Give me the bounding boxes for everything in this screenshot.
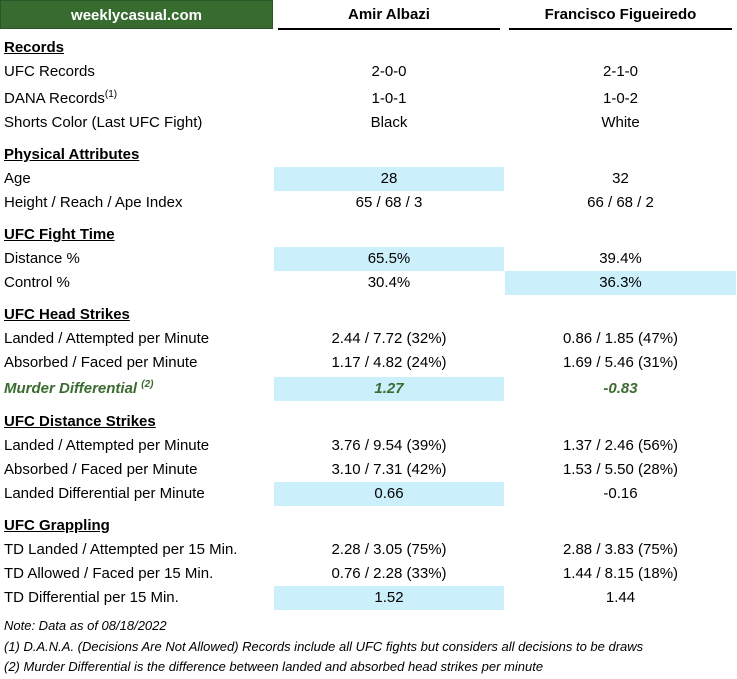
row-age: Age 28 32 <box>0 167 737 191</box>
section-title: Physical Attributes <box>4 146 140 163</box>
fighter-a-value: Black <box>370 114 408 131</box>
fighter-a-value: 3.10 / 7.31 (42%) <box>331 461 447 478</box>
fighter-b-value: 1.53 / 5.50 (28%) <box>562 461 679 478</box>
row-label: TD Allowed / Faced per 15 Min. <box>4 565 214 582</box>
fighter-a-value: 30.4% <box>367 274 411 291</box>
row-distance-absorbed: Absorbed / Faced per Minute 3.10 / 7.31 … <box>0 458 737 482</box>
fighter-a-value: 28 <box>274 167 504 191</box>
fighter-a-value: 1.17 / 4.82 (24%) <box>331 354 447 371</box>
row-distance-differential: Landed Differential per Minute 0.66 -0.1… <box>0 482 737 506</box>
fighter-a-value: 65.5% <box>274 247 504 271</box>
fighter-b-header: Francisco Figueiredo <box>544 6 697 23</box>
row-label: DANA Records(1) <box>4 87 117 111</box>
row-label: UFC Records <box>4 63 95 80</box>
section-physical: Physical Attributes <box>0 143 737 167</box>
footnote-marker: (1) <box>104 89 118 100</box>
fighter-a-value: 65 / 68 / 3 <box>355 194 423 211</box>
fighter-b-value: 1.44 <box>605 589 636 606</box>
footnote-marker: (2) <box>141 379 154 390</box>
section-title: UFC Distance Strikes <box>4 413 156 430</box>
fighter-b-value: 36.3% <box>505 271 736 295</box>
section-grappling: UFC Grappling <box>0 514 737 538</box>
fighter-b-value: 0.86 / 1.85 (47%) <box>562 330 679 347</box>
row-murder-differential: Murder Differential (2) 1.27 -0.83 <box>0 377 737 401</box>
row-label: Landed Differential per Minute <box>4 485 205 502</box>
row-label: Height / Reach / Ape Index <box>4 194 183 211</box>
fighter-a-value: 1-0-1 <box>371 90 407 107</box>
row-height-reach-ape: Height / Reach / Ape Index 65 / 68 / 3 6… <box>0 191 737 215</box>
fighter-b-value: 2-1-0 <box>602 63 639 80</box>
section-head-strikes: UFC Head Strikes <box>0 303 737 327</box>
row-ufc-records: UFC Records 2-0-0 2-1-0 <box>0 60 737 84</box>
row-label: Control % <box>4 274 70 291</box>
row-label: Absorbed / Faced per Minute <box>4 461 198 478</box>
fighter-a-value: 2.44 / 7.72 (32%) <box>331 330 447 347</box>
fighter-b-value: 1.37 / 2.46 (56%) <box>562 437 679 454</box>
fighter-a-value: 1.52 <box>274 586 504 610</box>
fighter-b-value: -0.83 <box>603 380 638 397</box>
fighter-b-value: 1.44 / 8.15 (18%) <box>562 565 679 582</box>
row-label: Shorts Color (Last UFC Fight) <box>4 114 203 131</box>
fighter-a-value: 3.76 / 9.54 (39%) <box>331 437 447 454</box>
row-head-landed: Landed / Attempted per Minute 2.44 / 7.7… <box>0 327 737 351</box>
fighter-b-value: 32 <box>612 170 629 187</box>
row-td-differential: TD Differential per 15 Min. 1.52 1.44 <box>0 586 737 610</box>
row-td-landed: TD Landed / Attempted per 15 Min. 2.28 /… <box>0 538 737 562</box>
row-shorts-color: Shorts Color (Last UFC Fight) Black Whit… <box>0 111 737 135</box>
row-label: Absorbed / Faced per Minute <box>4 354 198 371</box>
footnote-dana: (1) D.A.N.A. (Decisions Are Not Allowed)… <box>4 639 644 654</box>
section-title: UFC Fight Time <box>4 226 115 243</box>
fighter-b-value: White <box>601 114 640 131</box>
row-label: Murder Differential (2) <box>4 377 154 401</box>
fighter-b-value: 39.4% <box>599 250 642 267</box>
fighter-b-value: -0.16 <box>603 485 638 502</box>
section-title: UFC Grappling <box>4 517 110 534</box>
fighter-b-value: 66 / 68 / 2 <box>587 194 654 211</box>
section-distance-strikes: UFC Distance Strikes <box>0 410 737 434</box>
site-brand-banner: weeklycasual.com <box>0 0 273 29</box>
fighter-b-value: 1-0-2 <box>602 90 639 107</box>
section-records: Records <box>0 36 737 60</box>
row-distance-pct: Distance % 65.5% 39.4% <box>0 247 737 271</box>
fighter-a-value: 0.76 / 2.28 (33%) <box>331 565 447 582</box>
row-label: Age <box>4 170 31 187</box>
fighter-a-value: 0.66 <box>274 482 504 506</box>
fighter-b-value: 2.88 / 3.83 (75%) <box>562 541 679 558</box>
fighter-a-value: 2-0-0 <box>371 63 407 80</box>
fighter-a-header-underline <box>278 28 500 30</box>
section-title: UFC Head Strikes <box>4 306 130 323</box>
row-label: Landed / Attempted per Minute <box>4 330 210 347</box>
fighter-a-header: Amir Albazi <box>348 6 430 23</box>
fighter-a-value: 2.28 / 3.05 (75%) <box>331 541 447 558</box>
row-distance-landed: Landed / Attempted per Minute 3.76 / 9.5… <box>0 434 737 458</box>
row-label: TD Landed / Attempted per 15 Min. <box>4 541 238 558</box>
row-dana-records: DANA Records(1) 1-0-1 1-0-2 <box>0 87 737 111</box>
footnote-murder-differential: (2) Murder Differential is the differenc… <box>4 659 544 674</box>
note-data-date: Note: Data as of 08/18/2022 <box>4 618 167 633</box>
section-fight-time: UFC Fight Time <box>0 223 737 247</box>
row-td-allowed: TD Allowed / Faced per 15 Min. 0.76 / 2.… <box>0 562 737 586</box>
section-title: Records <box>4 39 65 56</box>
fighter-a-value: 1.27 <box>274 377 504 401</box>
row-label-text: Murder Differential <box>4 380 138 397</box>
row-label: TD Differential per 15 Min. <box>4 589 179 606</box>
fighter-b-header-underline <box>509 28 732 30</box>
fighter-b-value: 1.69 / 5.46 (31%) <box>562 354 679 371</box>
row-control-pct: Control % 30.4% 36.3% <box>0 271 737 295</box>
row-label: Distance % <box>4 250 80 267</box>
row-label-text: DANA Records <box>4 90 105 107</box>
row-label: Landed / Attempted per Minute <box>4 437 210 454</box>
row-head-absorbed: Absorbed / Faced per Minute 1.17 / 4.82 … <box>0 351 737 375</box>
